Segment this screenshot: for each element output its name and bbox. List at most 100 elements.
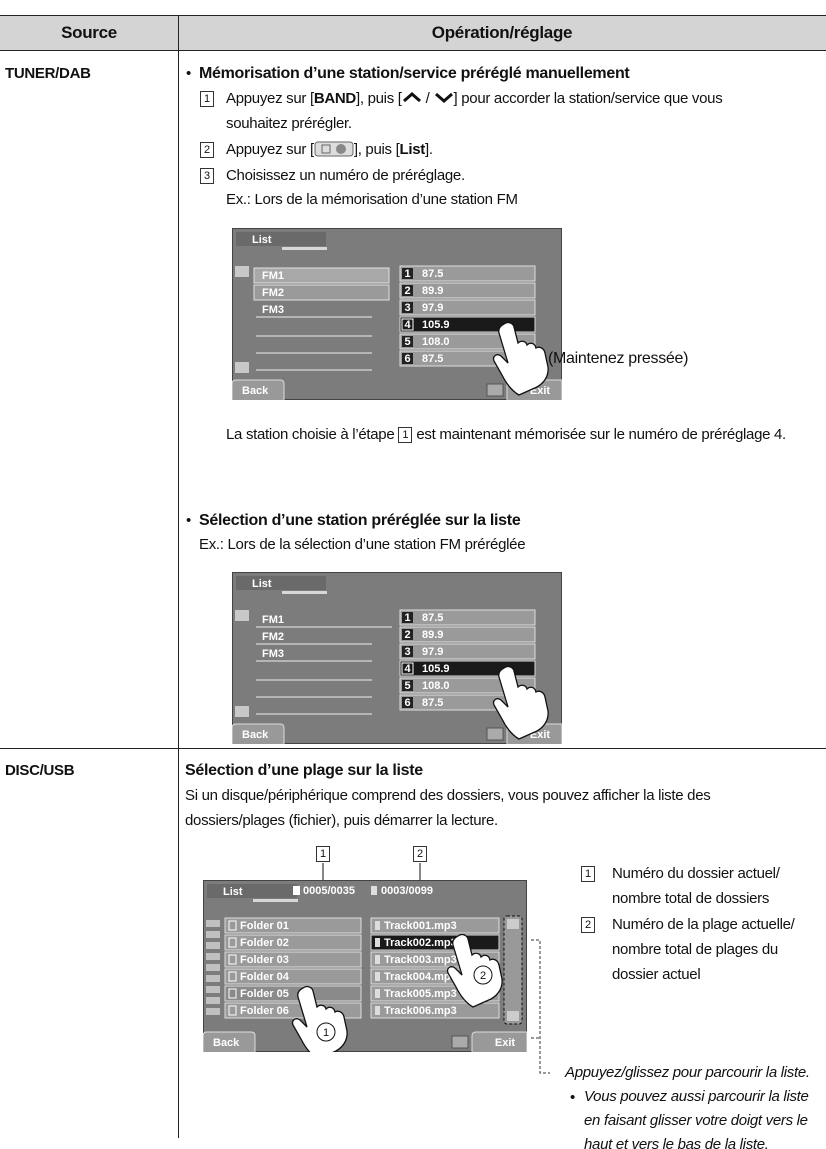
header-bar: [0, 15, 826, 51]
source-label: TUNER/DAB: [5, 65, 91, 82]
track-label: Track006.mp3: [384, 1005, 457, 1017]
preset-number-box: [402, 302, 413, 313]
preset-frequency: 108.0: [422, 680, 450, 692]
step-number: 1: [200, 91, 214, 107]
track-label: Track002.mp3: [384, 937, 457, 949]
section-title: Sélection d’une station préréglée sur la…: [199, 512, 521, 529]
callout-number: 1: [316, 846, 330, 862]
level-bar: [206, 997, 220, 1004]
folder-icon: [228, 920, 237, 931]
back-label: Back: [242, 385, 269, 397]
title-underline: [253, 899, 298, 902]
preset-frequency: 105.9: [422, 663, 450, 675]
preset-frequency: 105.9: [422, 319, 450, 331]
text: ] pour accorder la station/service que v…: [226, 90, 723, 132]
preset-number: 3: [404, 302, 410, 314]
preset-number: 5: [404, 336, 410, 348]
touch-circle: [316, 1022, 336, 1042]
note-text: Numéro de la plage actuelle/ nombre tota…: [612, 916, 795, 983]
folder-icon: [228, 954, 237, 965]
band-label: FM3: [262, 648, 284, 660]
callout: (Maintenez pressée): [548, 350, 689, 367]
bullet: •: [186, 65, 191, 82]
step-text: Appuyez sur [], puis [List].: [226, 137, 433, 162]
scroll-down: [235, 362, 249, 373]
preset-frequency: 97.9: [422, 646, 443, 658]
folder-row: [224, 985, 362, 1002]
bullet: •: [570, 1089, 575, 1106]
track-label: Track004.mp3: [384, 971, 457, 983]
screen: List Back Exit 0005/0035 0003/0099 Folder 01 F…: [203, 880, 527, 1052]
preset-row: [399, 643, 536, 660]
preset-number: 4: [404, 319, 411, 331]
step-number: 2: [200, 142, 214, 158]
step-number: 3: [200, 168, 214, 184]
preset-number: 6: [404, 353, 410, 365]
folder-row: [224, 951, 362, 968]
folder-label: Folder 03: [240, 954, 289, 966]
level-bar: [206, 920, 220, 927]
folder-row: [224, 917, 362, 934]
preset-number-box: [402, 680, 413, 691]
level-bar: [206, 931, 220, 938]
track-icon: [375, 989, 380, 998]
track-icon: [371, 886, 377, 895]
hand-outline: [492, 321, 549, 396]
level-bar: [206, 986, 220, 993]
exit-label: Exit: [495, 1037, 516, 1049]
preset-number-box: [402, 612, 413, 623]
column-divider: [178, 15, 179, 1138]
text: Appuyez sur [: [226, 141, 314, 158]
level-bar: [206, 964, 220, 971]
section-title: Mémorisation d’une station/service préré…: [199, 65, 630, 82]
scrollbar: [503, 915, 523, 1025]
preset-number: 2: [404, 629, 410, 641]
back-button: [232, 379, 285, 400]
band-label: FM1: [262, 270, 284, 282]
band-row: [253, 267, 390, 284]
hint-detail: Vous pouvez aussi parcourir la liste en …: [584, 1088, 809, 1149]
text: ], puis [: [353, 141, 400, 158]
folder-label: Folder 06: [240, 1005, 289, 1017]
preset-number-box: [402, 629, 413, 640]
preset-frequency: 87.5: [422, 697, 443, 709]
section-title: Sélection d’une plage sur la liste: [185, 762, 423, 779]
step-text: Appuyez sur [BAND], puis [/] pour accord…: [226, 86, 786, 136]
preset-number-box: [402, 646, 413, 657]
preset-number-box: [402, 268, 413, 279]
track-icon: [375, 955, 380, 964]
scroll-up: [235, 610, 249, 621]
screen-title: List: [252, 578, 272, 590]
track-count: 0003/0099: [381, 885, 433, 897]
preset-frequency: 108.0: [422, 336, 450, 348]
preset-number-box: [402, 697, 413, 708]
preset-frequency: 89.9: [422, 285, 443, 297]
preset-frequency: 87.5: [422, 353, 443, 365]
scroll-down: [235, 706, 249, 717]
preset-frequency: 87.5: [422, 612, 443, 624]
preset-row: [399, 265, 536, 282]
screen-title: List: [252, 234, 272, 246]
hand-icon: [492, 665, 549, 740]
text: /: [425, 90, 430, 107]
level-bar: [206, 953, 220, 960]
title-bar: [236, 576, 326, 590]
paragraph: Si un disque/périphérique comprend des d…: [185, 787, 711, 829]
touch-number: 1: [323, 1027, 329, 1039]
example: Ex.: Lors de la mémorisation d’une stati…: [226, 191, 518, 208]
folder-label: Folder 05: [240, 988, 289, 1000]
hand-outline: [492, 665, 549, 740]
band-label: FM2: [262, 631, 284, 643]
preset-number-box: [402, 336, 413, 347]
preset-number: 3: [404, 646, 410, 658]
level-bar: [206, 1008, 220, 1015]
up-icon: [402, 92, 421, 103]
screen-title: List: [223, 886, 243, 898]
folder-count: 0005/0035: [303, 885, 355, 897]
band-label: FM2: [262, 287, 284, 299]
scroll-up: [235, 266, 249, 277]
folder-label: Folder 02: [240, 937, 289, 949]
indicator: [451, 1035, 469, 1049]
